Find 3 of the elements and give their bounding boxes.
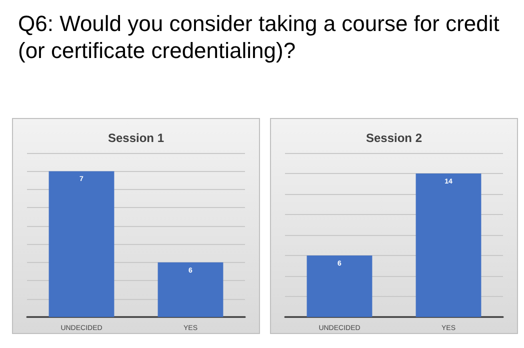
chart-title: Q6: Would you consider taking a course for credit (or certificate credentialing)? bbox=[18, 10, 500, 64]
chart-subtitle: Session 2 bbox=[366, 131, 422, 145]
chart-subtitle: Session 1 bbox=[108, 131, 164, 145]
